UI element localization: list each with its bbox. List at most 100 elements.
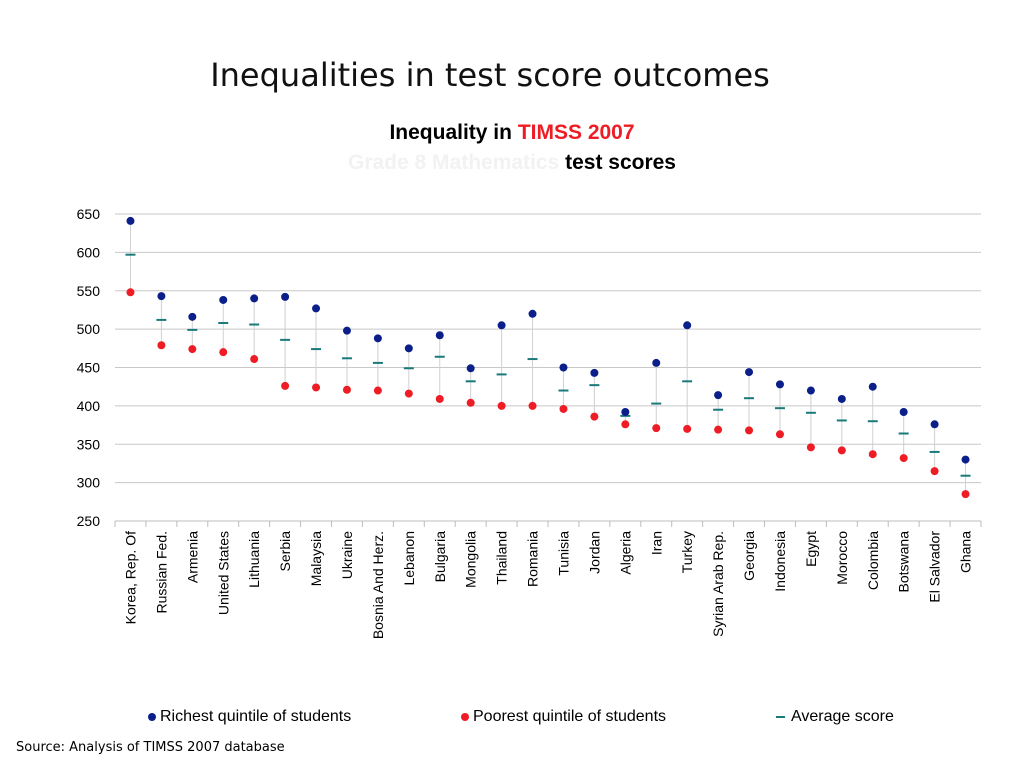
y-tick-label: 350 [77,436,101,452]
poorest-point [868,450,877,459]
chart-plot: 250 300 350 400 450 500 550 600 650 Korea, Rep. O… [77,206,982,639]
x-category-label: Botswana [896,531,912,593]
richest-point [497,321,506,330]
y-tick-label: 250 [77,513,101,529]
poorest-point [342,385,351,394]
chart-title-scores-part: test scores [565,151,676,174]
legend-item-poorest: Poorest quintile of students [461,708,666,726]
x-category-label: Lebanon [401,531,417,586]
chart-title-faint-part: Grade 8 Mathematics [347,151,560,174]
x-category-label: Lithuania [246,531,262,588]
legend-label-average: Average score [791,708,894,725]
poorest-point [250,355,259,364]
y-tick-label: 600 [77,244,101,260]
x-category-label: Ghana [958,531,974,573]
x-category-label: Turkey [679,531,695,573]
chart-title-black-part: Inequality in [389,121,512,144]
x-category-label: Mongolia [463,531,479,588]
legend-label-poorest: Poorest quintile of students [473,708,667,725]
x-category-label: Iran [648,531,664,555]
richest-point [559,363,568,372]
richest-point [219,295,228,304]
x-category-label: United States [215,531,231,615]
poorest-point [404,389,413,398]
poorest-point [373,386,382,395]
richest-point [126,216,135,225]
x-category-label: Malaysia [308,531,324,586]
x-category-label: Jordan [586,531,602,574]
x-category-label: Serbia [277,531,293,572]
poorest-point [775,430,784,439]
richest-point [590,368,599,377]
poorest-point [590,412,599,421]
y-tick-label: 500 [77,321,101,337]
x-category-label: Korea, Rep. Of [122,531,138,624]
poorest-point [528,401,537,410]
poorest-point [837,446,846,455]
x-category-label: El Salvador [927,531,943,603]
richest-point [404,344,413,353]
richest-point [837,394,846,403]
source-note: Source: Analysis of TIMSS 2007 database [16,740,285,755]
poorest-point [899,454,908,463]
x-category-label: Algeria [617,531,633,575]
poorest-point [281,381,290,390]
richest-point [528,309,537,318]
richest-point [466,364,475,373]
poorest-point [435,394,444,403]
poorest-point [961,490,970,499]
x-category-label: Armenia [184,531,200,583]
richest-point [806,386,815,395]
x-category-label: Ukraine [339,531,355,579]
chart-title: Inequality in TIMSS 2007 Grade 8 Mathema… [0,118,1024,178]
legend-label-richest: Richest quintile of students [160,708,352,725]
slide-title: Inequalities in test score outcomes [210,56,770,94]
poorest-point [806,443,815,452]
richest-point [157,292,166,301]
legend-marker-poorest [461,712,469,721]
poorest-point [652,424,661,433]
x-category-label: Bulgaria [432,531,448,583]
x-category-label: Bosnia And Herz. [370,531,386,639]
x-category-label: Georgia [741,531,757,581]
poorest-point [745,426,754,435]
x-category-label: Morocco [834,531,850,585]
x-category-label: Colombia [865,531,881,590]
y-tick-label: 650 [77,206,101,222]
poorest-point [497,401,506,410]
richest-point [188,312,197,321]
richest-point [745,368,754,377]
x-category-label: Syrian Arab Rep. [710,531,726,637]
chart-title-line-1: Inequality in TIMSS 2007 [0,118,1024,148]
chart-title-line-2: Grade 8 Mathematics test scores [0,148,1024,178]
y-tick-label: 300 [77,475,101,491]
y-tick-label: 450 [77,360,101,376]
poorest-point [621,420,630,429]
poorest-point [219,348,228,357]
richest-point [714,391,723,400]
x-category-label: Tunisia [555,531,571,576]
richest-point [961,455,970,464]
poorest-point [930,467,939,476]
richest-point [899,408,908,417]
richest-point [868,382,877,391]
poorest-point [466,398,475,407]
richest-point [930,420,939,429]
richest-point [435,331,444,340]
poorest-point [714,425,723,434]
poorest-point [157,341,166,350]
x-category-label: Egypt [803,531,819,567]
richest-point [683,321,692,330]
x-category-label: Romania [525,531,541,587]
richest-point [312,304,321,313]
poorest-point [312,383,321,392]
legend-item-average: Average score [776,708,894,726]
poorest-point [559,404,568,413]
poorest-point [126,288,135,297]
richest-point [373,334,382,343]
poorest-point [188,345,197,354]
richest-point [281,292,290,301]
x-category-label: Thailand [494,531,510,585]
richest-point [775,380,784,389]
x-category-label: Russian Fed. [153,531,169,613]
